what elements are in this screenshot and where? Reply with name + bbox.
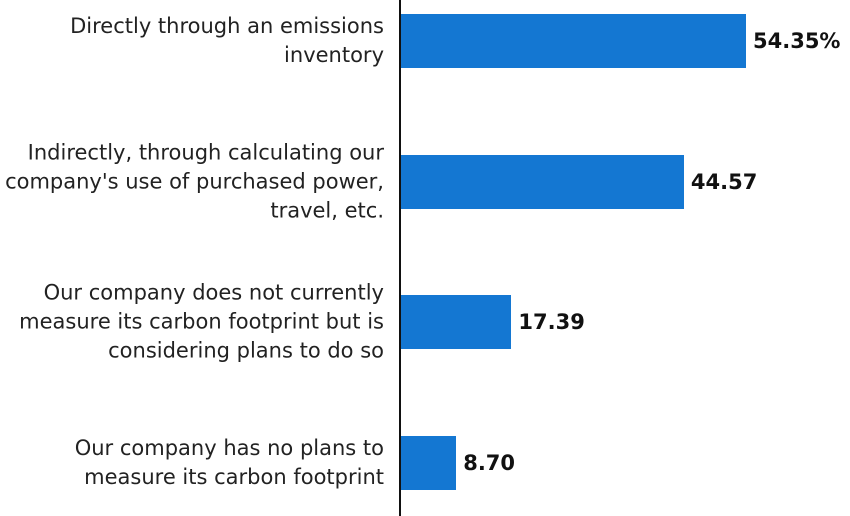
- value-label: 54.35%: [753, 29, 841, 53]
- bar: [401, 295, 512, 349]
- bar: [401, 435, 457, 490]
- category-label: Directly through an emissions inventory: [70, 14, 384, 67]
- category-label: Our company does not currently measure i…: [19, 280, 384, 363]
- category-label: Indirectly, through calculating our comp…: [5, 140, 384, 222]
- value-label: 17.39: [518, 310, 585, 334]
- bar: [401, 14, 746, 68]
- axis-line: [399, 0, 401, 516]
- bar: [401, 154, 684, 209]
- category-label: Our company has no plans to measure its …: [74, 435, 384, 489]
- value-label: 44.57: [690, 169, 758, 194]
- value-label: 8.70: [463, 450, 516, 475]
